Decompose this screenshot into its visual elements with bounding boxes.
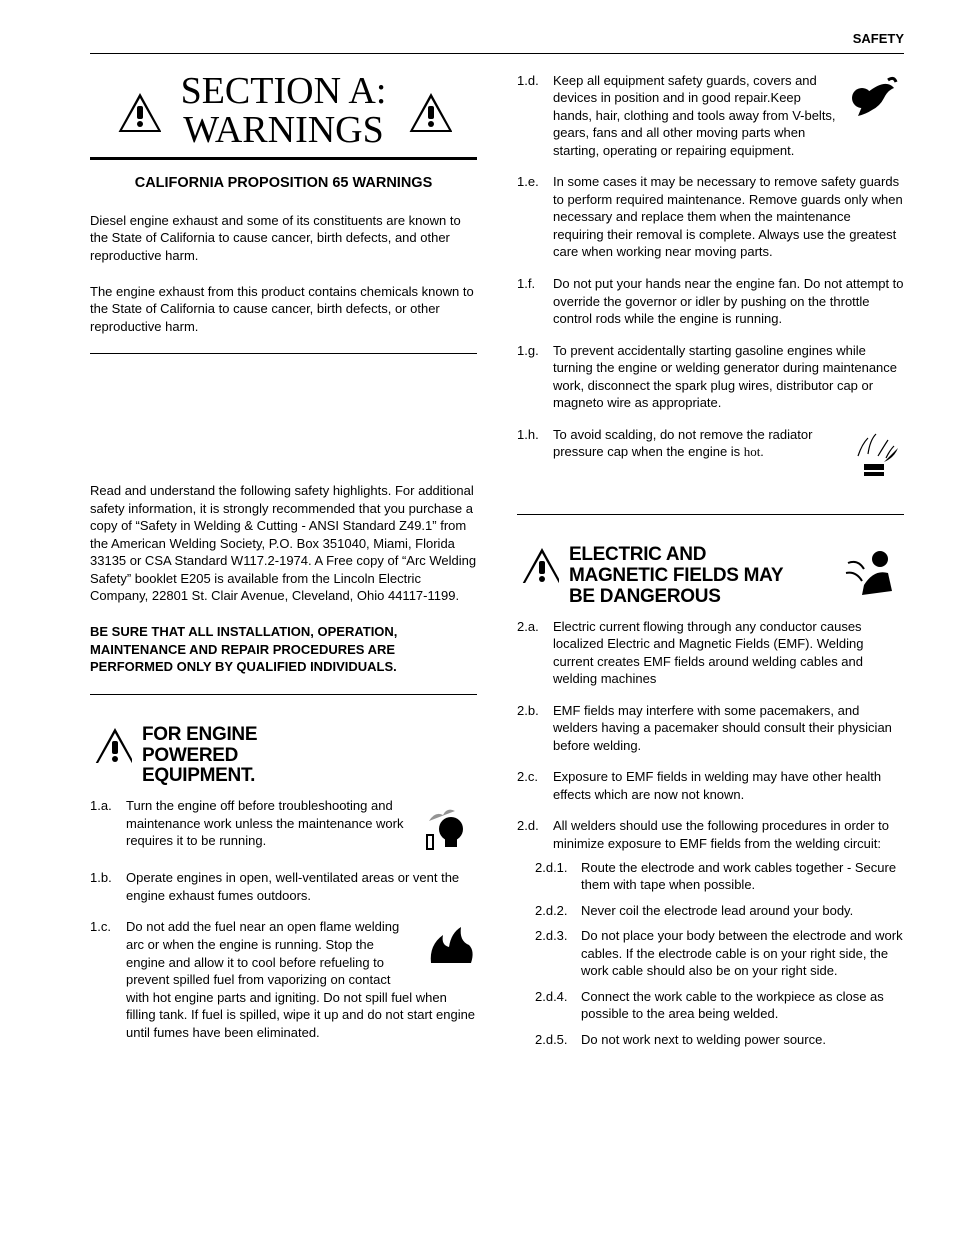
item-number: 1.g.: [517, 342, 553, 412]
emf-subsection-header: ELECTRIC AND MAGNETIC FIELDS MAY BE DANG…: [517, 545, 904, 608]
warning-triangle-icon: [90, 725, 132, 763]
item-text: Electric current flowing through any con…: [553, 618, 904, 688]
item-2c: 2.c. Exposure to EMF fields in welding m…: [517, 768, 904, 803]
item-number: 2.a.: [517, 618, 553, 688]
left-column: SECTION A: WARNINGS CALIFORNIA PROPOSITI…: [90, 72, 477, 1057]
section-title-line2: WARNINGS: [183, 109, 384, 151]
item-1c: 1.c. Do not add the fuel near an open fl…: [90, 918, 477, 1041]
item-text: Exposure to EMF fields in welding may ha…: [553, 768, 904, 803]
prop65-para-2: The engine exhaust from this product con…: [90, 283, 477, 336]
intro-para: Read and understand the following safety…: [90, 482, 477, 605]
item-2d5: 2.d.5. Do not work next to welding power…: [535, 1031, 904, 1049]
item-text: Do not place your body between the elect…: [581, 927, 904, 980]
prop65-heading: CALIFORNIA PROPOSITION 65 WARNINGS: [90, 174, 477, 194]
item-number: 2.d.5.: [535, 1031, 581, 1049]
item-number: 2.d.4.: [535, 988, 581, 1023]
item-text: All welders should use the following pro…: [553, 817, 904, 852]
item-1f: 1.f. Do not put your hands near the engi…: [517, 275, 904, 328]
item-text: Do not work next to welding power source…: [581, 1031, 904, 1049]
item-body: Do not add the fuel near an open flame w…: [126, 918, 477, 1041]
item-text: Route the electrode and work cables toge…: [581, 859, 904, 894]
item-1g: 1.g. To prevent accidentally starting ga…: [517, 342, 904, 412]
section-title: SECTION A: WARNINGS: [181, 72, 387, 152]
item-body: Keep all equipment safety guards, covers…: [553, 72, 904, 160]
prop65-para-1: Diesel engine exhaust and some of its co…: [90, 212, 477, 265]
scald-icon: [848, 426, 904, 480]
item-number: 2.d.2.: [535, 902, 581, 920]
two-column-layout: SECTION A: WARNINGS CALIFORNIA PROPOSITI…: [90, 72, 904, 1057]
item-1h: 1.h. To avoid scalding, do not remove th…: [517, 426, 904, 484]
header-safety: SAFETY: [853, 31, 904, 46]
item-text: In some cases it may be necessary to rem…: [553, 173, 904, 261]
item-1b: 1.b. Operate engines in open, well-venti…: [90, 869, 477, 904]
item-number: 2.d.3.: [535, 927, 581, 980]
item-number: 1.a.: [90, 797, 126, 855]
divider: [90, 694, 477, 695]
item-2d2: 2.d.2. Never coil the electrode lead aro…: [535, 902, 904, 920]
engine-heading: FOR ENGINE POWERED EQUIPMENT.: [142, 725, 352, 788]
item-number: 1.h.: [517, 426, 553, 484]
item-2d4: 2.d.4. Connect the work cable to the wor…: [535, 988, 904, 1023]
item-number: 2.c.: [517, 768, 553, 803]
item-number: 2.d.: [517, 817, 553, 852]
item-text: EMF fields may interfere with some pacem…: [553, 702, 904, 755]
item-text: To prevent accidentally starting gasolin…: [553, 342, 904, 412]
divider: [517, 514, 904, 515]
warning-triangle-icon: [406, 90, 452, 132]
item-number: 1.d.: [517, 72, 553, 160]
item-number: 1.f.: [517, 275, 553, 328]
divider: [90, 353, 477, 354]
hand-gear-icon: [848, 72, 904, 124]
flame-icon: [421, 918, 477, 970]
emf-heading: ELECTRIC AND MAGNETIC FIELDS MAY BE DANG…: [569, 545, 789, 608]
item-body: Turn the engine off before troubleshooti…: [126, 797, 477, 855]
section-title-row: SECTION A: WARNINGS: [90, 72, 477, 161]
item-number: 2.b.: [517, 702, 553, 755]
item-number: 1.b.: [90, 869, 126, 904]
item-text: Never coil the electrode lead around you…: [581, 902, 904, 920]
item-2b: 2.b. EMF fields may interfere with some …: [517, 702, 904, 755]
warning-triangle-icon: [115, 90, 161, 132]
bold-notice: BE SURE THAT ALL INSTALLATION, OPERATION…: [90, 623, 477, 676]
item-number: 2.d.1.: [535, 859, 581, 894]
item-text-hot: hot.: [744, 444, 764, 459]
item-text: Do not put your hands near the engine fa…: [553, 275, 904, 328]
item-number: 1.e.: [517, 173, 553, 261]
item-1a: 1.a. Turn the engine off before troubles…: [90, 797, 477, 855]
emf-person-icon: [844, 545, 904, 595]
item-text: Operate engines in open, well-ventilated…: [126, 869, 477, 904]
item-2d: 2.d. All welders should use the followin…: [517, 817, 904, 852]
right-column: 1.d. Keep all equipment safety guards, c…: [517, 72, 904, 1057]
item-number: 1.c.: [90, 918, 126, 1041]
item-1d: 1.d. Keep all equipment safety guards, c…: [517, 72, 904, 160]
item-text: Connect the work cable to the workpiece …: [581, 988, 904, 1023]
fumes-icon: [421, 797, 477, 851]
item-2d3: 2.d.3. Do not place your body between th…: [535, 927, 904, 980]
warning-triangle-icon: [517, 545, 559, 583]
item-text: To avoid scalding, do not remove the rad…: [553, 427, 812, 460]
section-title-line1: SECTION A:: [181, 70, 387, 112]
item-text: Keep all equipment safety guards, covers…: [553, 73, 836, 158]
item-2a: 2.a. Electric current flowing through an…: [517, 618, 904, 688]
engine-subsection-header: FOR ENGINE POWERED EQUIPMENT.: [90, 725, 477, 788]
page-header: SAFETY: [90, 30, 904, 54]
item-text: Turn the engine off before troubleshooti…: [126, 798, 403, 848]
item-1e: 1.e. In some cases it may be necessary t…: [517, 173, 904, 261]
item-2d1: 2.d.1. Route the electrode and work cabl…: [535, 859, 904, 894]
item-body: To avoid scalding, do not remove the rad…: [553, 426, 904, 484]
